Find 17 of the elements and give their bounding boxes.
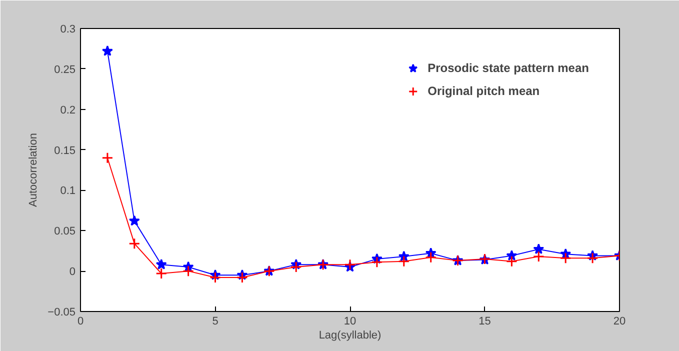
y-tick-label: 0.05 (54, 226, 76, 238)
x-tick-label: 5 (212, 316, 218, 328)
y-axis-title: Autocorrelation (28, 132, 40, 207)
y-tick-label: −0.05 (48, 306, 76, 318)
y-tick-label: 0.25 (54, 64, 76, 76)
y-tick-label: 0.15 (54, 144, 76, 157)
y-tick-label: 0.1 (60, 185, 76, 198)
x-tick-label: 15 (478, 316, 491, 328)
x-tick-label: 20 (613, 316, 626, 328)
x-axis-title: Lag(syllable) (318, 330, 382, 342)
x-tick-label: 0 (77, 316, 84, 328)
legend-label: Prosodic state pattern mean (428, 61, 589, 75)
y-tick-label: 0.3 (60, 24, 76, 36)
y-tick-label: 0.2 (60, 104, 76, 116)
legend-label: Original pitch mean (428, 84, 540, 98)
y-tick-label: 0 (69, 266, 76, 278)
x-tick-label: 10 (344, 316, 356, 328)
